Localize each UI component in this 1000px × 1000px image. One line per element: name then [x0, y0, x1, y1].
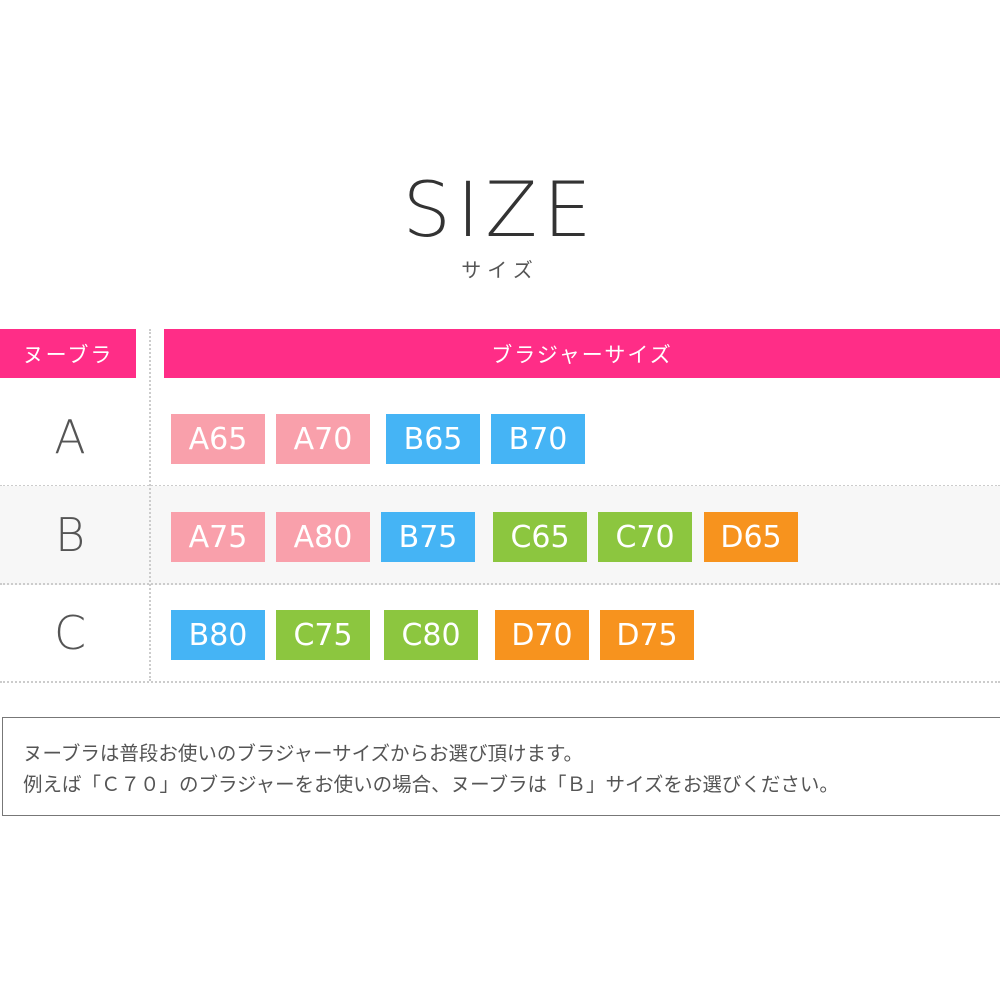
size-badge: B70 [491, 414, 585, 464]
size-badge: C75 [276, 610, 370, 660]
note-line-2: 例えば「Ｃ７０」のブラジャーをお使いの場合、ヌーブラは「Ｂ」サイズをお選びくださ… [23, 773, 839, 796]
size-row-a: A A65 A70 B65 B70 [0, 388, 1000, 487]
size-badge: A70 [276, 414, 370, 464]
size-badge: D75 [600, 610, 694, 660]
row-label: A [54, 409, 86, 464]
size-badge: D70 [495, 610, 589, 660]
size-badge: A80 [276, 512, 370, 562]
note-line-1: ヌーブラは普段お使いのブラジャーサイズからお選び頂けます。 [23, 742, 584, 765]
size-row-c: C B80 C75 C80 D70 D75 [0, 584, 1000, 683]
size-badge: B75 [381, 512, 475, 562]
column-divider [149, 329, 151, 681]
page-title: SIZE [402, 165, 598, 254]
size-badge: C80 [384, 610, 478, 660]
size-row-b: B A75 A80 B75 C65 C70 D65 [0, 486, 1000, 585]
row-label: C [53, 605, 87, 660]
size-badge: D65 [704, 512, 798, 562]
size-badge: A75 [171, 512, 265, 562]
size-note: ヌーブラは普段お使いのブラジャーサイズからお選び頂けます。 例えば「Ｃ７０」のブ… [2, 717, 1000, 816]
size-badge: B80 [171, 610, 265, 660]
size-badge: A65 [171, 414, 265, 464]
row-label: B [54, 507, 86, 562]
header-bra-size: ブラジャーサイズ [164, 329, 1000, 378]
size-badge: B65 [386, 414, 480, 464]
page-subtitle: サイズ [461, 258, 539, 282]
size-badge: C65 [493, 512, 587, 562]
size-badge: C70 [598, 512, 692, 562]
header-nubra: ヌーブラ [0, 329, 136, 378]
